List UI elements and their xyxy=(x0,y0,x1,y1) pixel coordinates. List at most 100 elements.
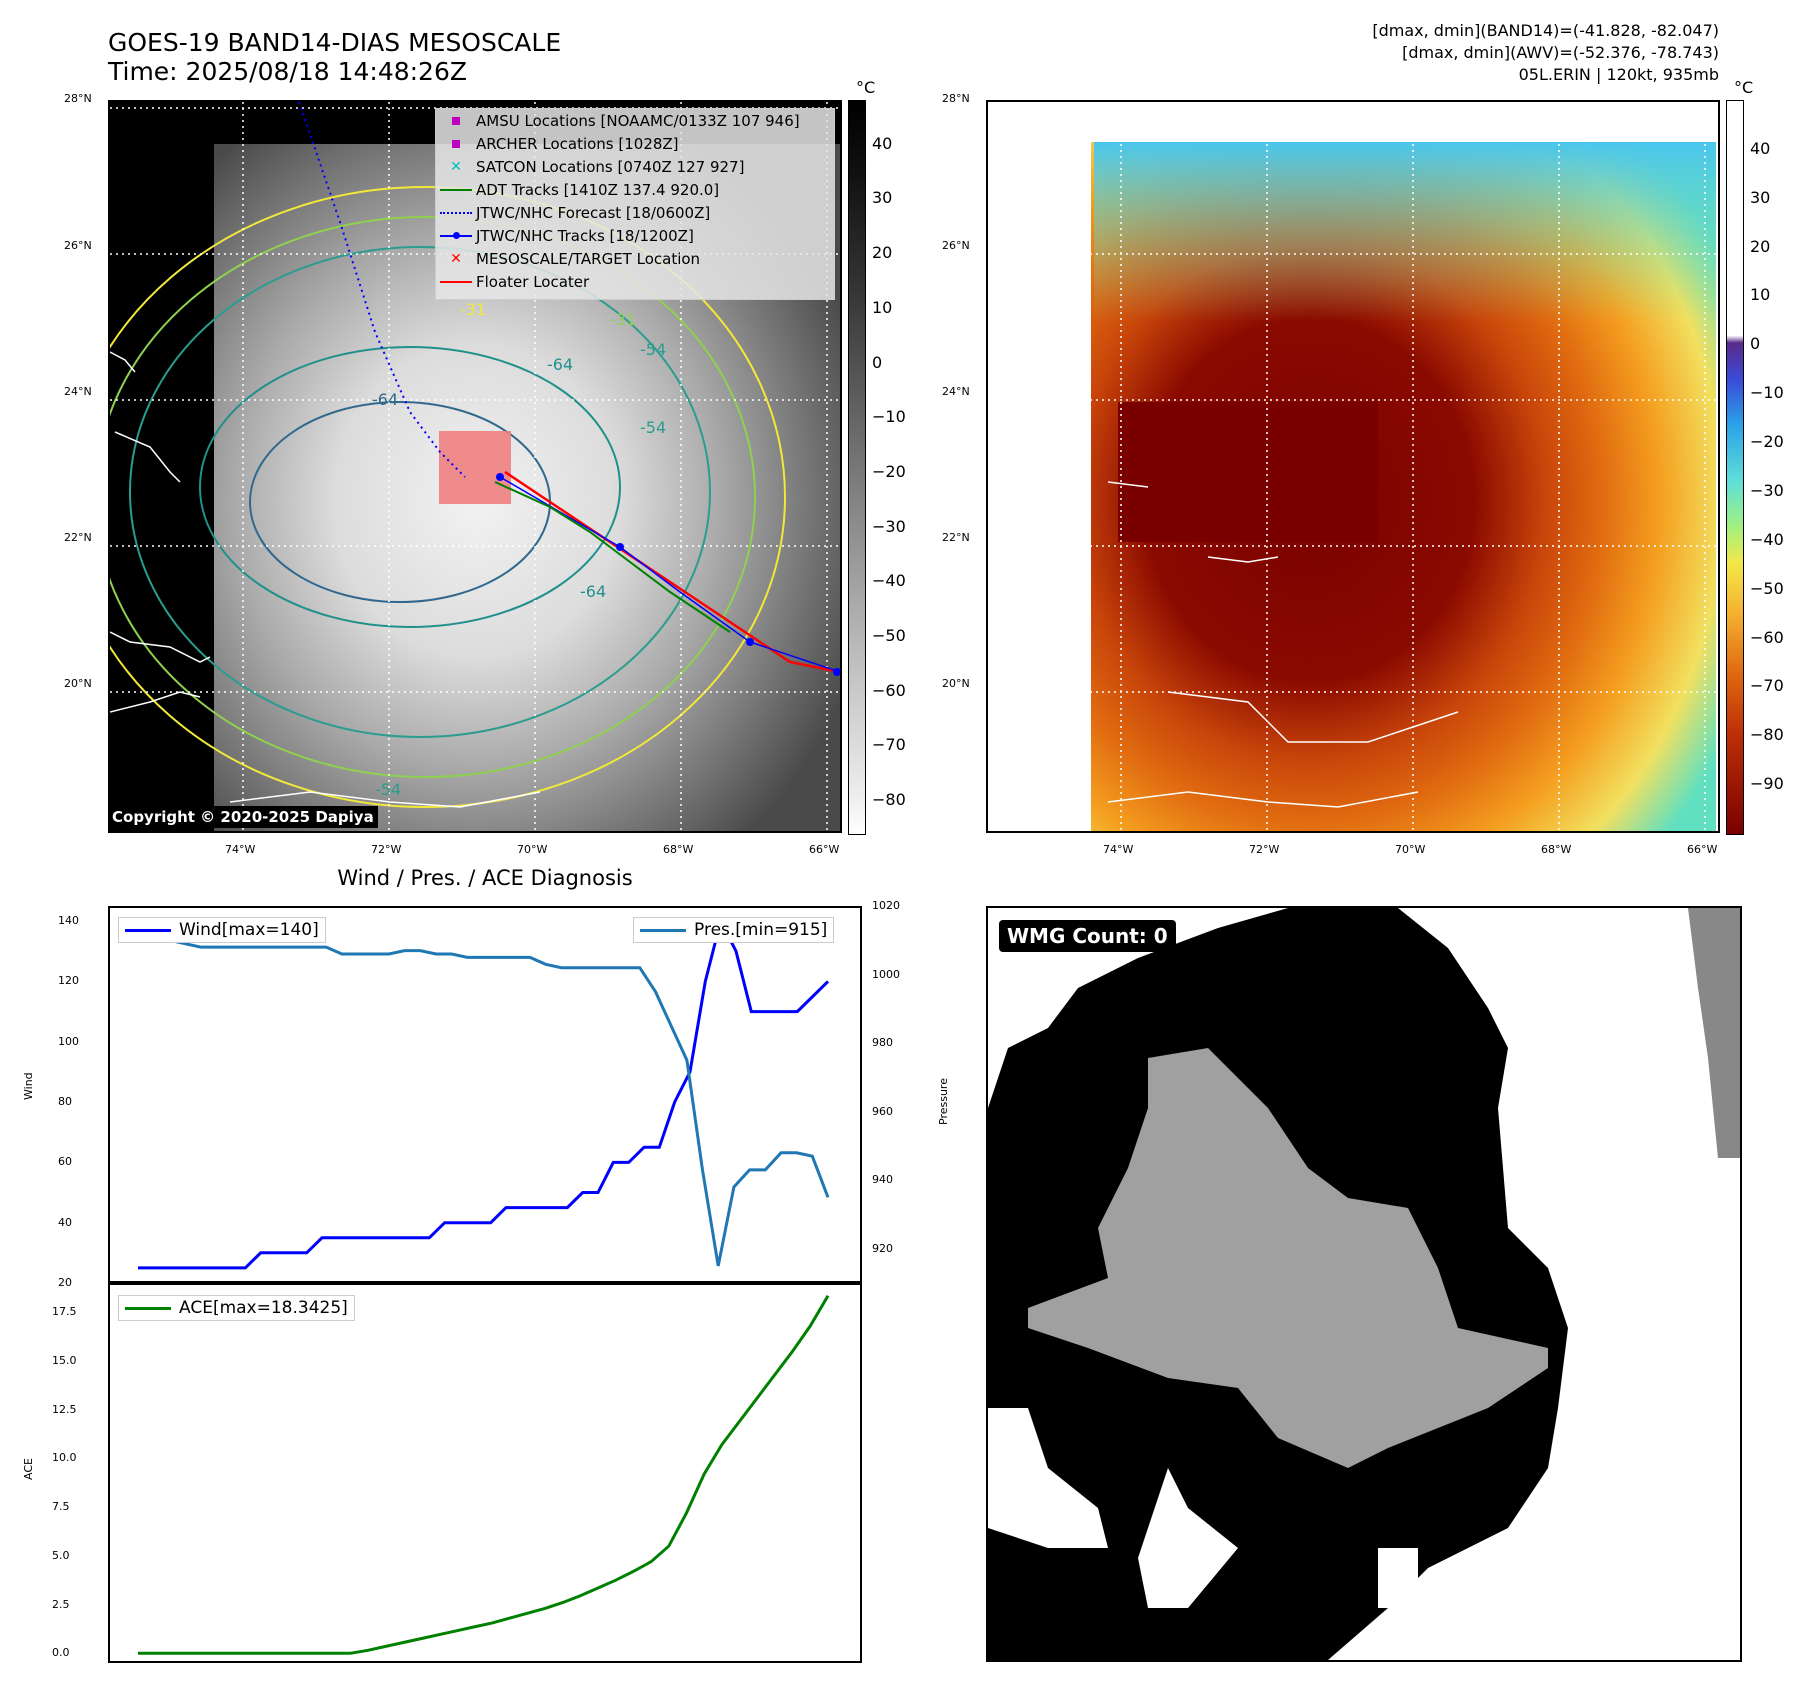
legend-symbol-icon xyxy=(436,211,476,214)
ace-axis-label: ACE xyxy=(22,1458,35,1480)
colorbar-tick: 40 xyxy=(872,133,893,153)
ace-tick: 7.5 xyxy=(52,1500,70,1514)
latitude-tick: 28°N xyxy=(64,92,92,105)
info-line1: [dmax, dmin](BAND14)=(-41.828, -82.047) xyxy=(1372,21,1719,40)
colorbar-tick: −30 xyxy=(872,516,906,536)
legend-label: ADT Tracks [1410Z 137.4 920.0] xyxy=(476,180,720,199)
latitude-tick: 22°N xyxy=(64,531,92,544)
awv-colorbar-unit: °C xyxy=(1734,78,1754,97)
wind-tick: 40 xyxy=(58,1215,72,1229)
colorbar-tick: −80 xyxy=(1750,725,1784,745)
wmg-image xyxy=(988,908,1740,1660)
legend-label: JTWC/NHC Forecast [18/0600Z] xyxy=(476,203,711,222)
info-line3: 05L.ERIN | 120kt, 935mb xyxy=(1518,65,1719,84)
awv-colorbar xyxy=(1726,100,1744,835)
ace-tick: 0.0 xyxy=(52,1646,70,1660)
contour-label: -54 xyxy=(640,340,667,359)
colorbar-tick: −60 xyxy=(1750,627,1784,647)
latitude-tick: 26°N xyxy=(64,239,92,252)
pressure-tick: 940 xyxy=(872,1173,893,1187)
chart-title-line1: GOES-19 BAND14-DIAS MESOSCALE xyxy=(108,28,562,57)
ace-tick: 17.5 xyxy=(52,1305,77,1319)
colorbar-tick: 20 xyxy=(872,243,893,263)
wmg-count-label: WMG Count: 0 xyxy=(999,920,1176,952)
pressure-tick: 960 xyxy=(872,1104,893,1118)
legend-label: SATCON Locations [0740Z 127 927] xyxy=(476,157,745,176)
ace-plot xyxy=(108,1283,862,1663)
legend-symbol-icon xyxy=(436,116,476,125)
ace-tick: 12.5 xyxy=(52,1402,77,1416)
latitude-tick: 24°N xyxy=(942,385,970,398)
latitude-tick: 24°N xyxy=(64,385,92,398)
colorbar-tick: −20 xyxy=(1750,432,1784,452)
ace-tick: 2.5 xyxy=(52,1597,70,1611)
legend-symbol-icon xyxy=(436,188,476,191)
wind-series-line xyxy=(138,916,830,1270)
awv-satellite-map xyxy=(986,100,1720,833)
ir-colorbar xyxy=(848,100,866,835)
colorbar-tick: −90 xyxy=(1750,774,1784,794)
colorbar-tick: −40 xyxy=(872,571,906,591)
colorbar-tick: −50 xyxy=(872,626,906,646)
contour-label: -31 xyxy=(460,300,487,319)
ace-series-line xyxy=(138,1295,830,1655)
ace-tick: 15.0 xyxy=(52,1353,77,1367)
wmg-panel xyxy=(986,906,1742,1662)
longitude-tick: 74°W xyxy=(225,843,256,856)
wind-tick: 120 xyxy=(58,974,79,988)
longitude-tick: 70°W xyxy=(1395,843,1426,856)
longitude-tick: 72°W xyxy=(1249,843,1280,856)
legend-entry: ✕ SATCON Locations [0740Z 127 927] xyxy=(436,155,834,178)
pressure-axis-label: Pressure xyxy=(937,1078,950,1125)
wind-pres-plot xyxy=(108,906,862,1283)
colorbar-tick: −40 xyxy=(1750,529,1784,549)
longitude-tick: 66°W xyxy=(809,843,840,856)
legend-entry: JTWC/NHC Tracks [18/1200Z] xyxy=(436,224,834,247)
legend-entry: JTWC/NHC Forecast [18/0600Z] xyxy=(436,201,834,224)
legend-symbol-icon: ✕ xyxy=(450,158,462,175)
legend-symbol-icon xyxy=(436,231,476,239)
info-line2: [dmax, dmin](AWV)=(-52.376, -78.743) xyxy=(1402,43,1719,62)
longitude-tick: 70°W xyxy=(517,843,548,856)
wind-tick: 20 xyxy=(58,1276,72,1289)
colorbar-tick: 40 xyxy=(1750,138,1771,158)
pressure-tick: 1000 xyxy=(872,967,900,981)
chart-title-line2: Time: 2025/08/18 14:48:26Z xyxy=(108,57,467,86)
colorbar-tick: 0 xyxy=(1750,334,1761,354)
legend-label: AMSU Locations [NOAAMC/0133Z 107 946] xyxy=(476,111,800,130)
legend-entry: Floater Locater xyxy=(436,270,834,293)
colorbar-tick: −70 xyxy=(1750,676,1784,696)
pressure-tick: 980 xyxy=(872,1036,893,1050)
pressure-tick: 1020 xyxy=(872,899,900,912)
latitude-tick: 28°N xyxy=(942,92,970,105)
colorbar-tick: 10 xyxy=(872,297,893,317)
ace-chart xyxy=(108,1283,862,1663)
contour-label: -54 xyxy=(375,780,402,799)
legend-symbol-icon xyxy=(436,280,476,283)
contour-label: -54 xyxy=(640,418,667,437)
pressure-legend: Pres.[min=915] xyxy=(633,917,835,943)
longitude-tick: 74°W xyxy=(1103,843,1134,856)
legend-entry: ARCHER Locations [1028Z] xyxy=(436,132,834,155)
colorbar-tick: 10 xyxy=(1750,285,1771,305)
colorbar-tick: −20 xyxy=(872,461,906,481)
legend-symbol-icon xyxy=(436,139,476,148)
ace-legend: ACE[max=18.3425] xyxy=(118,1295,355,1321)
latitude-tick: 20°N xyxy=(64,677,92,690)
colorbar-tick: −50 xyxy=(1750,578,1784,598)
wind-legend: Wind[max=140] xyxy=(118,917,326,943)
awv-map-image xyxy=(988,102,1718,831)
latitude-tick: 22°N xyxy=(942,531,970,544)
colorbar-tick: −10 xyxy=(1750,383,1784,403)
ace-tick: 5.0 xyxy=(52,1548,70,1562)
contour-label: -64 xyxy=(372,390,399,409)
colorbar-tick: 30 xyxy=(1750,187,1771,207)
pressure-tick: 920 xyxy=(872,1241,893,1255)
diagnosis-title: Wind / Pres. / ACE Diagnosis xyxy=(337,866,633,890)
colorbar-tick: −60 xyxy=(872,680,906,700)
legend-entry: AMSU Locations [NOAAMC/0133Z 107 946] xyxy=(436,109,834,132)
ace-tick: 10.0 xyxy=(52,1451,77,1465)
wind-tick: 80 xyxy=(58,1095,72,1109)
legend-label: Floater Locater xyxy=(476,272,590,291)
latitude-tick: 20°N xyxy=(942,677,970,690)
